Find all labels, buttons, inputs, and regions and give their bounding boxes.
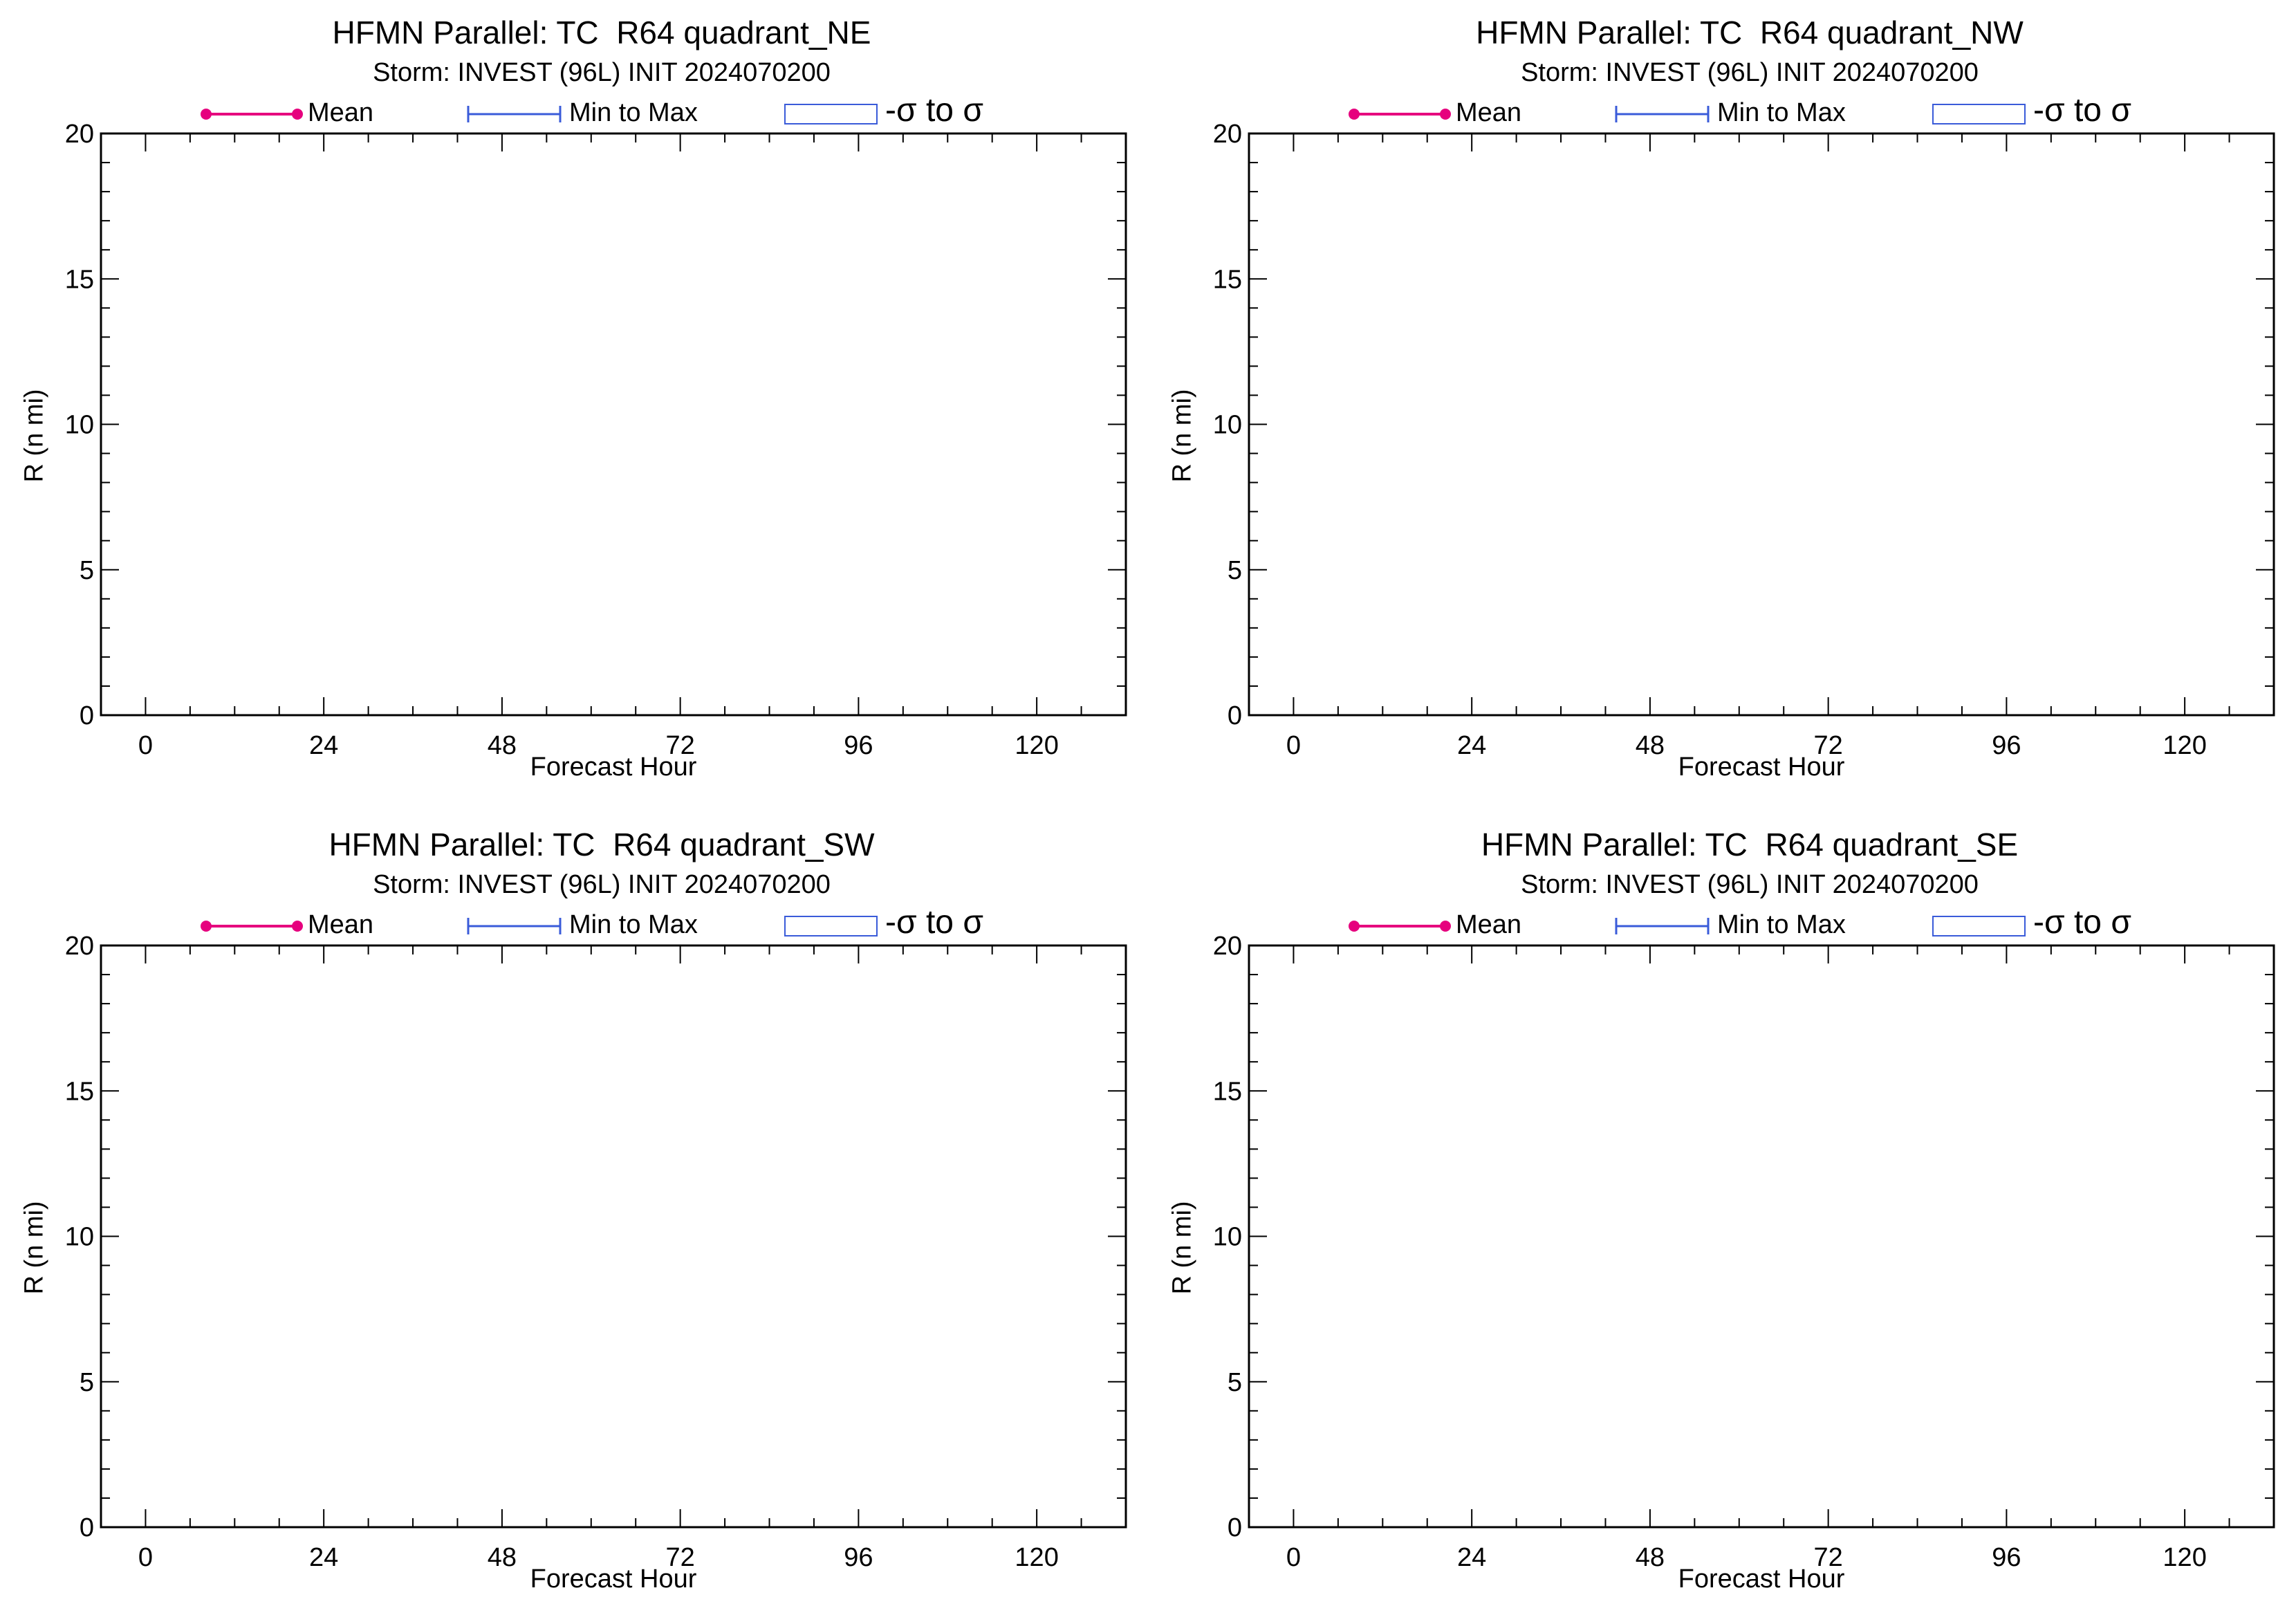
y-tick-label: 5 [1228, 556, 1242, 585]
x-axis-label: Forecast Hour [1678, 753, 1845, 782]
x-axis-label: Forecast Hour [530, 753, 697, 782]
y-tick-label: 0 [1228, 1513, 1242, 1542]
y-tick-label: 0 [80, 1513, 94, 1542]
chart-panel-ne: HFMN Parallel: TC R64 quadrant_NE Storm:… [0, 0, 1148, 812]
x-tick-label: 0 [138, 731, 153, 760]
chart-subtitle: Storm: INVEST (96L) INIT 2024070200 [1521, 870, 1979, 899]
x-tick-label: 120 [2163, 731, 2206, 760]
x-tick-label: 120 [1015, 1543, 1058, 1572]
y-tick-label: 20 [65, 120, 94, 149]
legend-sigma-box [784, 916, 878, 936]
chart-title: HFMN Parallel: TC R64 quadrant_NW [1476, 15, 2024, 50]
chart-panel-se: HFMN Parallel: TC R64 quadrant_SE Storm:… [1148, 812, 2296, 1624]
x-axis-label: Forecast Hour [530, 1565, 697, 1594]
y-tick-label: 20 [1213, 120, 1242, 149]
legend-mean-label: Mean [308, 910, 374, 939]
legend-sigma-label: -σ to σ [885, 92, 983, 129]
chart-panel-nw: HFMN Parallel: TC R64 quadrant_NW Storm:… [1148, 0, 2296, 812]
y-axis-label: R (n mi) [19, 1201, 49, 1295]
legend-minmax-label: Min to Max [569, 910, 698, 939]
legend-mean-marker [1349, 921, 1360, 932]
chart-panel-sw: HFMN Parallel: TC R64 quadrant_SW Storm:… [0, 812, 1148, 1624]
legend-mean-label: Mean [308, 98, 374, 127]
legend-mean-label: Mean [1456, 910, 1522, 939]
chart-title: HFMN Parallel: TC R64 quadrant_SW [328, 827, 875, 862]
chart-subtitle: Storm: INVEST (96L) INIT 2024070200 [373, 870, 831, 899]
x-tick-label: 0 [138, 1543, 153, 1572]
x-tick-label: 120 [1015, 731, 1058, 760]
chart-sw: 0 24 48 72 96 120 0 5 10 15 20 [65, 916, 1127, 1572]
plot-frame [1248, 944, 2275, 1529]
x-tick-label: 72 [1814, 731, 1843, 760]
legend-mean-marker [201, 921, 212, 932]
x-tick-label: 24 [309, 1543, 338, 1572]
chart-subtitle: Storm: INVEST (96L) INIT 2024070200 [373, 58, 831, 87]
chart-title: HFMN Parallel: TC R64 quadrant_SE [1481, 827, 2019, 862]
x-tick-label: 96 [1992, 731, 2021, 760]
plot-frame [1248, 132, 2275, 717]
y-tick-label: 20 [1213, 932, 1242, 961]
plot-frame [100, 132, 1127, 717]
y-tick-label: 0 [1228, 701, 1242, 730]
legend-mean-marker [201, 109, 212, 120]
chart-nw: 0 24 48 72 96 120 0 5 10 15 20 [1213, 104, 2275, 760]
plot-frame [100, 944, 1127, 1529]
y-tick-label: 5 [80, 556, 94, 585]
x-tick-label: 0 [1286, 1543, 1301, 1572]
y-tick-label: 10 [65, 411, 94, 440]
x-tick-label: 48 [488, 731, 517, 760]
y-tick-label: 20 [65, 932, 94, 961]
chart-subtitle: Storm: INVEST (96L) INIT 2024070200 [1521, 58, 1979, 87]
y-axis-label: R (n mi) [19, 389, 49, 483]
x-tick-label: 24 [1457, 731, 1486, 760]
y-tick-label: 10 [1213, 411, 1242, 440]
legend-minmax-label: Min to Max [1717, 98, 1846, 127]
y-tick-label: 5 [80, 1368, 94, 1397]
x-tick-label: 72 [1814, 1543, 1843, 1572]
y-tick-label: 0 [80, 701, 94, 730]
x-tick-label: 24 [1457, 1543, 1486, 1572]
x-tick-label: 24 [309, 731, 338, 760]
x-tick-label: 72 [666, 1543, 695, 1572]
legend-mean-label: Mean [1456, 98, 1522, 127]
y-tick-label: 10 [1213, 1223, 1242, 1252]
x-tick-label: 48 [488, 1543, 517, 1572]
x-tick-label: 0 [1286, 731, 1301, 760]
x-tick-label: 48 [1636, 1543, 1665, 1572]
y-tick-label: 15 [1213, 265, 1242, 294]
y-tick-label: 10 [65, 1223, 94, 1252]
legend-minmax-label: Min to Max [1717, 910, 1846, 939]
legend-sigma-label: -σ to σ [885, 904, 983, 941]
legend-mean-marker [292, 109, 303, 120]
legend-minmax-label: Min to Max [569, 98, 698, 127]
legend-sigma-box [1932, 916, 2026, 936]
chart-ne: 0 24 48 72 96 120 0 5 10 15 20 [65, 104, 1127, 760]
y-axis-label: R (n mi) [1167, 1201, 1197, 1295]
legend-mean-marker [292, 921, 303, 932]
x-tick-label: 72 [666, 731, 695, 760]
x-axis-label: Forecast Hour [1678, 1565, 1845, 1594]
y-tick-label: 15 [65, 265, 94, 294]
chart-title: HFMN Parallel: TC R64 quadrant_NE [332, 15, 871, 50]
x-tick-label: 96 [844, 731, 873, 760]
legend-mean-marker [1440, 109, 1451, 120]
y-tick-label: 5 [1228, 1368, 1242, 1397]
y-tick-label: 15 [65, 1077, 94, 1106]
chart-se: 0 24 48 72 96 120 0 5 10 15 20 [1213, 916, 2275, 1572]
legend-sigma-label: -σ to σ [2033, 92, 2131, 129]
x-tick-label: 120 [2163, 1543, 2206, 1572]
legend-sigma-box [784, 104, 878, 124]
x-tick-label: 48 [1636, 731, 1665, 760]
y-axis-label: R (n mi) [1167, 389, 1197, 483]
x-tick-label: 96 [1992, 1543, 2021, 1572]
legend-sigma-label: -σ to σ [2033, 904, 2131, 941]
legend-mean-marker [1349, 109, 1360, 120]
legend-mean-marker [1440, 921, 1451, 932]
legend-sigma-box [1932, 104, 2026, 124]
y-tick-label: 15 [1213, 1077, 1242, 1106]
x-tick-label: 96 [844, 1543, 873, 1572]
